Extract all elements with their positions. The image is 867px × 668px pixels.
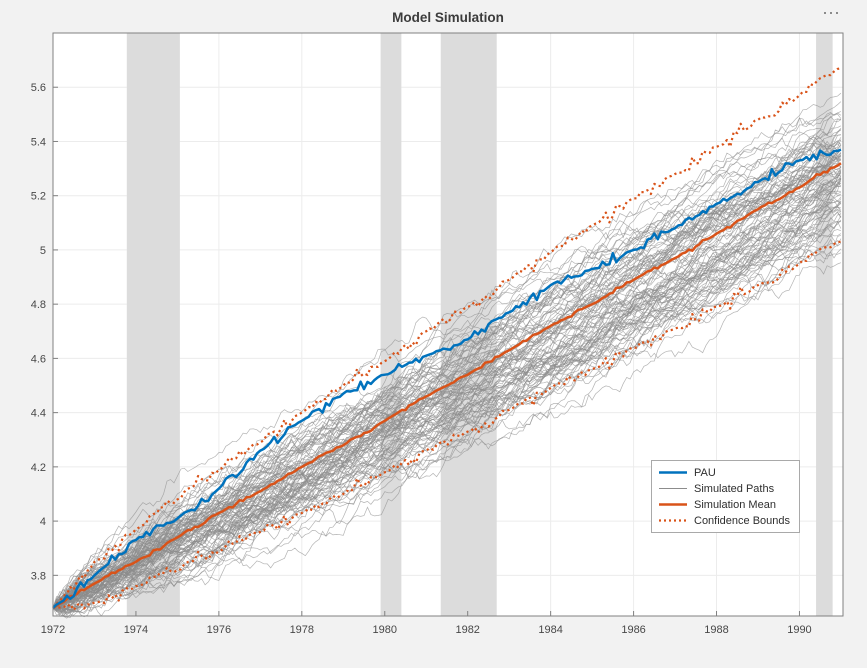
simulated-path — [52, 169, 842, 611]
simulation-mean-line-icon — [659, 503, 687, 506]
legend-entry-simulated-paths: Simulated Paths — [658, 481, 790, 496]
simulated-path — [52, 215, 842, 609]
y-tick-label: 4.6 — [31, 353, 46, 365]
x-tick-label: 1984 — [538, 624, 562, 636]
simulated-path — [52, 262, 842, 617]
simulated-path — [52, 201, 842, 612]
simulated-path — [52, 139, 842, 609]
simulated-path — [52, 180, 842, 614]
x-tick-label: 1976 — [207, 624, 231, 636]
simulated-path — [52, 172, 842, 609]
simulated-path — [52, 186, 842, 609]
y-tick-label: 4.8 — [31, 299, 46, 311]
simulated-path — [52, 148, 842, 613]
recession-band — [380, 33, 402, 616]
simulated-path — [52, 206, 841, 609]
y-tick-label: 5.4 — [31, 136, 46, 148]
y-tick-label: 4.2 — [31, 462, 46, 474]
simulated-path — [52, 125, 842, 609]
simulated-path — [52, 164, 842, 609]
legend-label-pau: PAU — [694, 466, 716, 479]
simulated-path — [52, 153, 842, 611]
simulated-path — [52, 178, 841, 609]
simulated-path — [52, 221, 842, 609]
simulated-path — [52, 180, 842, 611]
legend-entry-confidence-bounds: Confidence Bounds — [658, 513, 790, 528]
recession-band — [816, 33, 833, 616]
y-tick-label: 4.4 — [31, 408, 46, 420]
axes-toolbar-ellipsis-icon[interactable]: ⋯ — [822, 3, 841, 23]
pau-line — [52, 148, 842, 609]
y-tick-label: 5 — [40, 245, 46, 257]
y-tick-label: 5.2 — [31, 191, 46, 203]
y-tick-label: 5.6 — [31, 82, 46, 94]
legend-label-simulation-mean: Simulation Mean — [694, 498, 776, 511]
legend-entry-simulation-mean: Simulation Mean — [658, 497, 790, 512]
x-tick-label: 1978 — [290, 624, 314, 636]
simulated-path — [52, 219, 842, 609]
x-tick-label: 1988 — [704, 624, 728, 636]
x-tick-label: 1980 — [373, 624, 397, 636]
confidence-bound-upper-line — [52, 67, 842, 609]
chart-title: Model Simulation — [392, 10, 504, 25]
simulated-path — [52, 234, 842, 609]
x-tick-label: 1990 — [787, 624, 811, 636]
y-tick-label: 3.8 — [31, 570, 46, 582]
axes-box — [52, 32, 844, 617]
simulated-path — [52, 194, 842, 609]
simulated-path — [52, 149, 842, 609]
x-tick-label: 1986 — [621, 624, 645, 636]
simulated-path — [52, 220, 841, 610]
simulated-paths-line-icon — [659, 488, 687, 489]
simulated-path — [52, 131, 842, 609]
pau-line-icon — [659, 471, 687, 474]
simulated-path — [52, 101, 842, 609]
confidence-bounds-line-icon — [659, 519, 687, 522]
legend-label-simulated-paths: Simulated Paths — [694, 482, 775, 495]
x-tick-label: 1972 — [41, 624, 65, 636]
simulated-path — [52, 158, 841, 609]
simulation-mean-line — [52, 162, 842, 609]
simulated-path — [52, 92, 842, 609]
x-tick-label: 1974 — [124, 624, 148, 636]
legend-label-confidence-bounds: Confidence Bounds — [694, 514, 791, 527]
simulated-path — [52, 238, 842, 609]
simulated-path — [52, 205, 842, 615]
legend-entry-pau: PAU — [658, 465, 790, 480]
legend[interactable]: PAU Simulated Paths Simulation Mean Conf… — [651, 460, 801, 533]
simulated-path — [52, 182, 842, 609]
y-tick-label: 4 — [40, 516, 46, 528]
x-tick-label: 1982 — [455, 624, 479, 636]
